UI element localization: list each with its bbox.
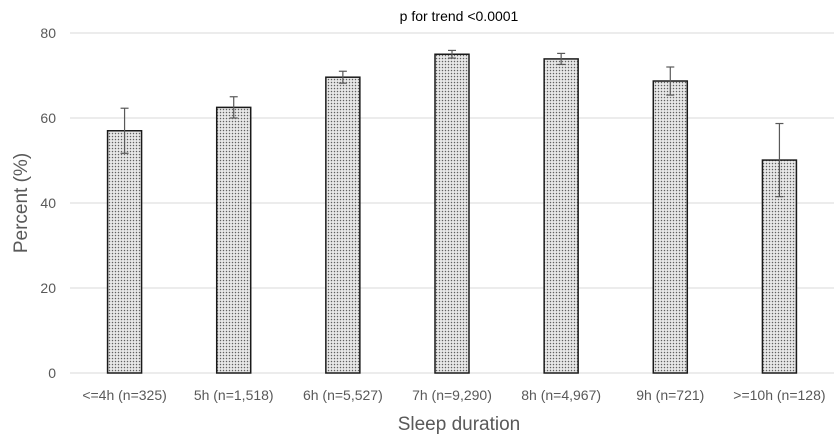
x-tick-label: 9h (n=721) xyxy=(636,387,704,403)
bar xyxy=(652,80,689,374)
x-tick-label: 8h (n=4,967) xyxy=(521,387,601,403)
error-bars xyxy=(120,49,784,198)
bars xyxy=(106,53,798,374)
chart-title: p for trend <0.0001 xyxy=(400,8,519,24)
x-tick-label: <=4h (n=325) xyxy=(82,387,166,403)
error-bar xyxy=(448,49,456,59)
error-bar xyxy=(120,107,129,154)
y-tick-label: 20 xyxy=(40,280,56,296)
error-bar xyxy=(666,66,675,96)
error-bar xyxy=(338,70,347,84)
x-tick-label: >=10h (n=128) xyxy=(733,387,825,403)
y-tick-label: 40 xyxy=(40,195,56,211)
error-bar xyxy=(229,96,238,119)
y-axis-title: Percent (%) xyxy=(11,153,32,253)
error-bar xyxy=(775,122,784,198)
bar xyxy=(325,76,361,374)
x-tick-label: 6h (n=5,527) xyxy=(303,387,383,403)
y-tick-label: 80 xyxy=(40,25,56,41)
bar xyxy=(434,53,470,374)
y-tick-label: 60 xyxy=(40,110,56,126)
bar xyxy=(543,58,579,374)
x-tick-label: 7h (n=9,290) xyxy=(412,387,492,403)
error-bar xyxy=(557,52,566,66)
y-axis-ticks: 0 20 40 60 80 xyxy=(40,25,56,381)
bar xyxy=(106,130,143,374)
bar xyxy=(215,106,252,374)
y-tick-label: 0 xyxy=(48,365,56,381)
x-axis-title: Sleep duration xyxy=(398,414,521,435)
x-tick-label: 5h (n=1,518) xyxy=(194,387,274,403)
x-axis-ticks: <=4h (n=325) 5h (n=1,518) 6h (n=5,527) 7h (… xyxy=(82,387,825,403)
